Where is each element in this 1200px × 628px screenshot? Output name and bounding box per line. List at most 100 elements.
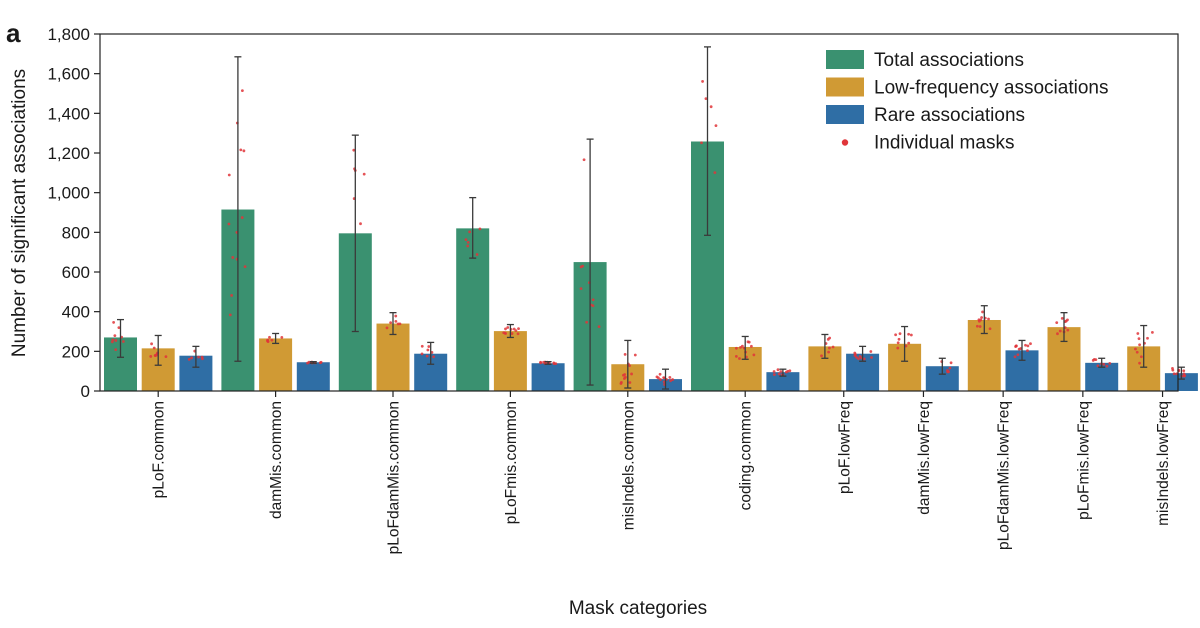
x-tick-label: pLoF.common bbox=[151, 401, 168, 498]
mask-dot bbox=[1137, 337, 1141, 341]
legend-label: Rare associations bbox=[874, 105, 1025, 126]
mask-dot bbox=[1060, 316, 1064, 320]
mask-dot bbox=[619, 381, 623, 384]
mask-dot bbox=[466, 240, 470, 244]
mask-dot bbox=[772, 373, 776, 377]
mask-dot bbox=[831, 345, 835, 349]
mask-dot bbox=[280, 335, 284, 339]
mask-dot bbox=[777, 372, 781, 376]
mask-dot bbox=[579, 287, 583, 290]
mask-dot bbox=[117, 326, 121, 330]
mask-dot bbox=[896, 341, 900, 345]
y-tick-label: 1,600 bbox=[47, 65, 90, 84]
y-tick-label: 1,200 bbox=[47, 144, 90, 163]
mask-dot bbox=[1014, 344, 1018, 348]
mask-dot bbox=[266, 340, 270, 343]
legend-swatch bbox=[826, 50, 864, 69]
mask-dot bbox=[504, 327, 507, 331]
mask-dot bbox=[318, 361, 322, 365]
mask-dot bbox=[1055, 321, 1059, 325]
mask-dot bbox=[628, 381, 632, 384]
mask-dot bbox=[114, 348, 118, 352]
mask-dot bbox=[268, 335, 271, 339]
mask-dot bbox=[155, 353, 158, 357]
mask-dot bbox=[243, 265, 247, 269]
mask-dot bbox=[746, 340, 750, 344]
mask-dot bbox=[385, 326, 389, 330]
mask-dot bbox=[240, 89, 244, 93]
mask-dot bbox=[230, 294, 234, 297]
mask-dot bbox=[700, 141, 703, 145]
x-tick-label: pLoFmis.common bbox=[503, 401, 520, 524]
mask-dot bbox=[633, 353, 637, 357]
mask-dot bbox=[432, 355, 435, 359]
mask-dot bbox=[552, 361, 556, 365]
mask-dot bbox=[857, 357, 860, 361]
x-tick-label: misIndels.lowFreq bbox=[1155, 401, 1172, 526]
y-tick-label: 0 bbox=[81, 382, 90, 401]
mask-dot bbox=[539, 360, 542, 364]
x-tick-label: pLoFmis.lowFreq bbox=[1075, 401, 1092, 520]
x-tick-label: pLoF.lowFreq bbox=[836, 401, 853, 494]
y-axis-label: Number of significant associations bbox=[9, 69, 30, 357]
mask-dot bbox=[655, 375, 659, 379]
mask-dot bbox=[1182, 372, 1186, 376]
mask-dot bbox=[734, 346, 738, 350]
mask-dot bbox=[239, 148, 243, 152]
bar bbox=[296, 362, 330, 391]
mask-dot bbox=[228, 313, 232, 317]
mask-dot bbox=[581, 264, 585, 268]
mask-dot bbox=[826, 337, 830, 341]
mask-dot bbox=[987, 317, 990, 321]
mask-dot bbox=[1026, 349, 1029, 353]
legend: Total associations Low-frequency associat… bbox=[826, 50, 1108, 154]
mask-dot bbox=[623, 352, 627, 356]
mask-dot bbox=[772, 370, 776, 373]
panel-label: a bbox=[6, 18, 21, 48]
mask-dot bbox=[1138, 343, 1141, 347]
x-tick-label: misIndels.common bbox=[620, 401, 637, 530]
mask-dot bbox=[150, 342, 153, 346]
mask-dot bbox=[975, 324, 979, 328]
mask-dot bbox=[585, 320, 589, 324]
mask-dot bbox=[427, 345, 431, 348]
mask-dot bbox=[704, 97, 708, 101]
x-tick-label: pLoFdamMis.lowFreq bbox=[996, 401, 1013, 550]
mask-dot bbox=[425, 354, 429, 358]
mask-dot bbox=[1024, 343, 1027, 347]
mask-dot bbox=[1136, 332, 1140, 335]
mask-dot bbox=[1013, 355, 1017, 359]
mask-dot bbox=[512, 327, 516, 331]
mask-dot bbox=[898, 332, 902, 336]
mask-dot bbox=[894, 333, 898, 337]
mask-dot bbox=[591, 304, 595, 308]
mask-dot bbox=[630, 372, 633, 376]
mask-dot bbox=[658, 372, 662, 376]
mask-dot bbox=[988, 327, 992, 331]
x-tick-label: coding.common bbox=[738, 401, 755, 510]
x-axis-label: Mask categories bbox=[569, 598, 707, 619]
mask-dot bbox=[981, 310, 984, 314]
mask-dot bbox=[904, 344, 908, 348]
y-tick-label: 800 bbox=[62, 223, 90, 242]
mask-dot bbox=[827, 350, 830, 354]
legend-label: Total associations bbox=[874, 50, 1024, 71]
mask-dot bbox=[1105, 364, 1109, 368]
mask-dot bbox=[466, 244, 470, 248]
mask-dot bbox=[1064, 319, 1068, 323]
mask-dot bbox=[112, 321, 116, 324]
mask-dot bbox=[240, 216, 244, 219]
mask-dot bbox=[517, 327, 520, 331]
mask-dot bbox=[1016, 353, 1020, 357]
mask-dot bbox=[1134, 347, 1137, 351]
legend-swatch-dot bbox=[841, 139, 849, 146]
y-tick-label: 1,400 bbox=[47, 104, 90, 123]
mask-dot bbox=[121, 340, 125, 343]
x-tick-label: damMis.lowFreq bbox=[916, 401, 933, 515]
mask-dot bbox=[270, 338, 274, 342]
legend-label: Individual masks bbox=[874, 133, 1014, 154]
x-tick-label: pLoFdamMis.common bbox=[386, 401, 403, 554]
mask-dot bbox=[420, 344, 424, 348]
mask-dot bbox=[231, 256, 235, 259]
mask-dot bbox=[597, 325, 601, 329]
